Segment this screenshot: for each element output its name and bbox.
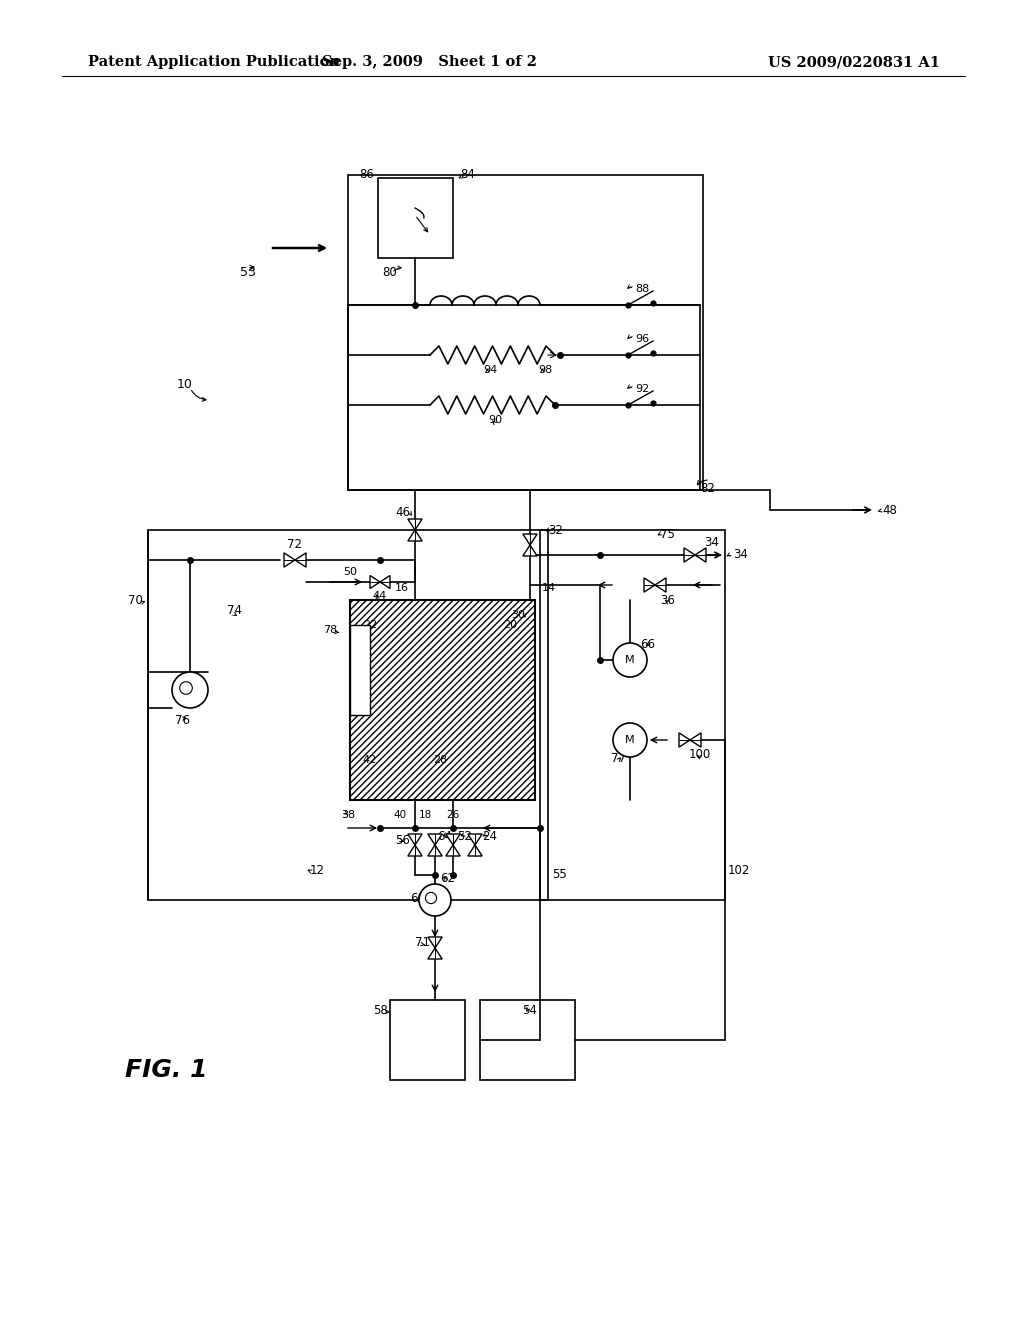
Text: 48: 48 bbox=[882, 503, 897, 516]
Text: 64: 64 bbox=[437, 829, 453, 842]
Polygon shape bbox=[655, 578, 666, 593]
Polygon shape bbox=[295, 553, 306, 568]
Text: 90: 90 bbox=[488, 414, 502, 425]
Text: 78: 78 bbox=[323, 624, 337, 635]
Text: 80: 80 bbox=[383, 265, 397, 279]
Polygon shape bbox=[695, 548, 706, 562]
Text: 92: 92 bbox=[635, 384, 649, 393]
Text: 66: 66 bbox=[640, 639, 655, 652]
Text: 26: 26 bbox=[446, 810, 460, 820]
Polygon shape bbox=[370, 576, 380, 589]
Text: 14: 14 bbox=[542, 583, 556, 593]
Polygon shape bbox=[428, 948, 442, 960]
Text: 24: 24 bbox=[482, 829, 498, 842]
Polygon shape bbox=[408, 834, 422, 845]
Text: 10: 10 bbox=[177, 379, 193, 392]
Bar bbox=[148, 531, 548, 900]
Polygon shape bbox=[408, 845, 422, 855]
Text: US 2009/0220831 A1: US 2009/0220831 A1 bbox=[768, 55, 940, 69]
Bar bbox=[350, 601, 535, 800]
Text: 84: 84 bbox=[460, 169, 475, 181]
Text: 102: 102 bbox=[728, 863, 751, 876]
Text: M: M bbox=[626, 735, 635, 744]
Text: 46: 46 bbox=[395, 507, 410, 520]
Text: 72: 72 bbox=[288, 539, 302, 552]
Polygon shape bbox=[428, 834, 442, 845]
Bar bbox=[378, 178, 453, 257]
Text: 96: 96 bbox=[635, 334, 649, 345]
Circle shape bbox=[425, 892, 436, 904]
Text: 34: 34 bbox=[733, 549, 748, 561]
Text: 44: 44 bbox=[373, 591, 387, 601]
Text: 16: 16 bbox=[395, 583, 409, 593]
Text: 36: 36 bbox=[660, 594, 676, 606]
Text: 42: 42 bbox=[362, 755, 377, 766]
Text: 20: 20 bbox=[503, 620, 517, 630]
Text: 71: 71 bbox=[416, 936, 430, 949]
Text: 12: 12 bbox=[310, 863, 325, 876]
Polygon shape bbox=[428, 845, 442, 855]
Bar bbox=[348, 176, 703, 490]
Text: FIG. 1: FIG. 1 bbox=[125, 1059, 208, 1082]
Polygon shape bbox=[684, 548, 695, 562]
Polygon shape bbox=[468, 845, 482, 855]
Polygon shape bbox=[644, 578, 655, 593]
Circle shape bbox=[419, 884, 451, 916]
Polygon shape bbox=[428, 937, 442, 948]
Text: 62: 62 bbox=[440, 871, 456, 884]
Text: 100: 100 bbox=[689, 748, 711, 762]
Bar bbox=[390, 1001, 465, 1080]
Polygon shape bbox=[408, 519, 422, 531]
Text: 55: 55 bbox=[552, 869, 566, 882]
Text: 53: 53 bbox=[240, 265, 256, 279]
Text: 70: 70 bbox=[128, 594, 143, 606]
Polygon shape bbox=[284, 553, 295, 568]
Bar bbox=[350, 624, 370, 715]
Text: 18: 18 bbox=[419, 810, 432, 820]
Text: 40: 40 bbox=[393, 810, 407, 820]
Text: M: M bbox=[626, 655, 635, 665]
Text: 58: 58 bbox=[374, 1003, 388, 1016]
Circle shape bbox=[172, 672, 208, 708]
Text: 86: 86 bbox=[359, 169, 374, 181]
Text: 32: 32 bbox=[548, 524, 563, 536]
Text: 56: 56 bbox=[395, 833, 411, 846]
Text: 60: 60 bbox=[411, 891, 425, 904]
Circle shape bbox=[613, 723, 647, 756]
Text: 52: 52 bbox=[458, 829, 472, 842]
Text: 22: 22 bbox=[362, 620, 377, 630]
Text: 88: 88 bbox=[635, 284, 649, 294]
Bar bbox=[540, 531, 725, 900]
Text: 50: 50 bbox=[343, 568, 357, 577]
Text: 76: 76 bbox=[175, 714, 190, 726]
Text: 74: 74 bbox=[227, 603, 243, 616]
Text: 34: 34 bbox=[705, 536, 720, 549]
Polygon shape bbox=[679, 733, 690, 747]
Polygon shape bbox=[523, 535, 538, 545]
Polygon shape bbox=[380, 576, 390, 589]
Polygon shape bbox=[408, 531, 422, 541]
Polygon shape bbox=[468, 834, 482, 845]
Text: 94: 94 bbox=[483, 366, 497, 375]
Text: 54: 54 bbox=[522, 1003, 538, 1016]
Text: Sep. 3, 2009   Sheet 1 of 2: Sep. 3, 2009 Sheet 1 of 2 bbox=[323, 55, 538, 69]
Text: 28: 28 bbox=[433, 755, 447, 766]
Polygon shape bbox=[445, 834, 460, 845]
Text: 82: 82 bbox=[700, 482, 715, 495]
Circle shape bbox=[613, 643, 647, 677]
Text: 30: 30 bbox=[511, 610, 525, 620]
Text: 98: 98 bbox=[538, 366, 552, 375]
Text: 75: 75 bbox=[660, 528, 675, 541]
Text: 38: 38 bbox=[341, 810, 355, 820]
Bar bbox=[480, 1001, 575, 1080]
Text: Patent Application Publication: Patent Application Publication bbox=[88, 55, 340, 69]
Polygon shape bbox=[523, 545, 538, 556]
Polygon shape bbox=[690, 733, 701, 747]
Circle shape bbox=[179, 681, 193, 694]
Text: 77: 77 bbox=[610, 751, 626, 764]
Polygon shape bbox=[445, 845, 460, 855]
